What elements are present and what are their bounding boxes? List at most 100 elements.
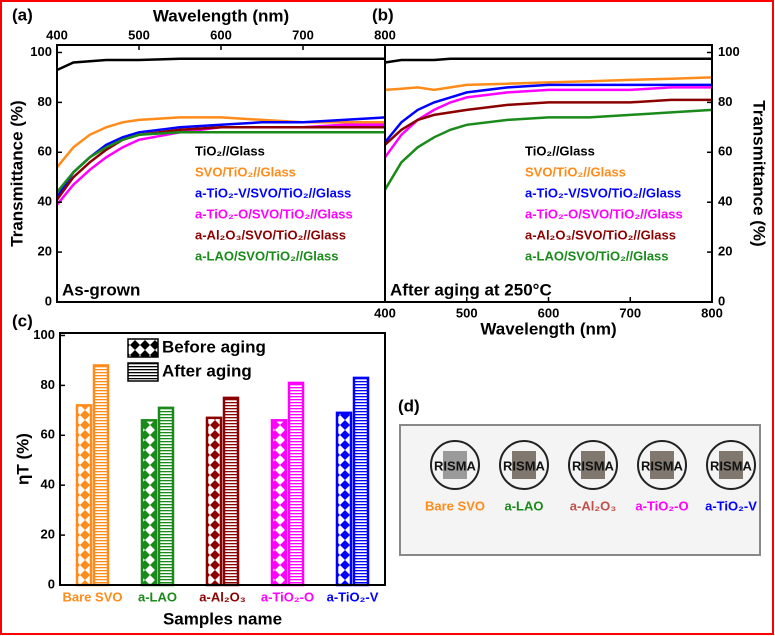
annotation: After aging at 250°C xyxy=(390,280,552,299)
panel-label: (c) xyxy=(12,311,33,330)
legend-entry: a-LAO/SVO/TiO₂//Glass xyxy=(195,248,339,263)
x-tick-label: a-TiO₂-V xyxy=(327,589,379,604)
y-tick-label: 0 xyxy=(48,576,55,591)
y-tick-label: 80 xyxy=(718,94,732,109)
logo-ring xyxy=(499,440,549,490)
legend-entry: a-TiO₂-V/SVO/TiO₂//Glass xyxy=(195,185,351,200)
legend-entry: a-LAO/SVO/TiO₂//Glass xyxy=(525,248,669,263)
y-tick-label: 20 xyxy=(718,244,732,259)
y-tick-label: 80 xyxy=(38,94,52,109)
x-tick-label: 800 xyxy=(374,27,396,42)
x-tick-label: a-TiO₂-O xyxy=(261,589,314,604)
y-tick-label: 20 xyxy=(41,527,55,542)
logo-ring xyxy=(430,440,480,490)
sample-label: a-TiO₂-O xyxy=(635,498,688,513)
x-axis-label: Wavelength (nm) xyxy=(153,6,289,25)
x-tick-label: Bare SVO xyxy=(63,589,123,604)
legend-entry: a-TiO₂-O/SVO/TiO₂//Glass xyxy=(525,206,683,221)
y-tick-label: 100 xyxy=(30,44,52,59)
sample-film xyxy=(512,451,536,479)
x-tick-label: 600 xyxy=(210,27,232,42)
panel-label: (a) xyxy=(12,5,33,24)
series-line xyxy=(384,76,713,92)
series-line xyxy=(384,98,712,146)
bar xyxy=(75,404,93,587)
bar xyxy=(205,416,223,587)
sample-film xyxy=(443,451,467,479)
x-tick-label: 400 xyxy=(374,305,396,320)
sample-film xyxy=(719,451,743,479)
series-line xyxy=(56,131,385,193)
y-tick-label: 60 xyxy=(38,144,52,159)
legend-entry: TiO₂//Glass xyxy=(525,143,595,158)
y-tick-label: 60 xyxy=(718,144,732,159)
legend-swatch xyxy=(127,362,159,382)
legend-entry: After aging xyxy=(162,361,252,380)
x-tick-label: 500 xyxy=(456,305,478,320)
x-axis-label: Samples name xyxy=(163,609,282,628)
logo-text: RISMA xyxy=(641,458,684,473)
logo-text: RISMA xyxy=(434,458,477,473)
sample-film xyxy=(581,451,605,479)
logo-text: RISMA xyxy=(710,458,753,473)
y-tick-label: 60 xyxy=(41,427,55,442)
sample-label: a-TiO₂-V xyxy=(705,498,757,513)
legend-entry: Before aging xyxy=(162,337,266,356)
x-tick-label: 400 xyxy=(46,27,68,42)
y-axis-label: ηT (%) xyxy=(13,433,32,485)
y-tick-label: 100 xyxy=(33,327,55,342)
bar xyxy=(270,419,288,587)
y-tick-label: 0 xyxy=(718,293,725,308)
sample-label: a-Al₂O₃ xyxy=(570,498,616,513)
logo-ring xyxy=(706,440,756,490)
annotation: As-grown xyxy=(62,280,140,299)
bar xyxy=(157,406,175,587)
series-line xyxy=(384,83,712,144)
series-line xyxy=(383,108,713,191)
legend-entry: TiO₂//Glass xyxy=(195,143,265,158)
legend-entry: a-Al₂O₃/SVO/TiO₂//Glass xyxy=(195,227,346,242)
bar xyxy=(92,364,110,587)
bar xyxy=(335,411,353,587)
series-line xyxy=(384,57,712,64)
legend-entry: a-TiO₂-V/SVO/TiO₂//Glass xyxy=(525,185,681,200)
legend-entry: SVO/TiO₂//Glass xyxy=(195,164,296,179)
x-tick-label: a-LAO xyxy=(138,589,177,604)
x-tick-label: 800 xyxy=(701,305,723,320)
legend-entry: a-Al₂O₃/SVO/TiO₂//Glass xyxy=(525,227,676,242)
bar xyxy=(352,376,370,587)
logo-ring xyxy=(568,440,618,490)
x-tick-label: 700 xyxy=(292,27,314,42)
y-tick-label: 20 xyxy=(38,244,52,259)
y-tick-label: 100 xyxy=(718,44,740,59)
bar xyxy=(140,419,158,587)
sample-label: Bare SVO xyxy=(425,498,485,513)
plot-frame xyxy=(59,332,386,586)
series-line xyxy=(56,57,385,72)
y-tick-label: 40 xyxy=(41,477,55,492)
legend-swatch xyxy=(127,338,159,358)
legend-entry: a-TiO₂-O/SVO/TiO₂//Glass xyxy=(195,206,353,221)
x-tick-label: 700 xyxy=(619,305,641,320)
x-tick-label: 600 xyxy=(538,305,560,320)
bar xyxy=(222,396,240,587)
logo-ring xyxy=(637,440,687,490)
y-tick-label: 80 xyxy=(41,377,55,392)
x-tick-label: 500 xyxy=(128,27,150,42)
x-tick-label: a-Al₂O₃ xyxy=(199,589,245,604)
y-tick-label: 40 xyxy=(718,194,732,209)
logo-text: RISMA xyxy=(572,458,615,473)
y-axis-label: Transmittance (%) xyxy=(7,100,26,246)
legend-entry: SVO/TiO₂//Glass xyxy=(525,164,626,179)
logo-text: RISMA xyxy=(503,458,546,473)
panel-label: (b) xyxy=(372,5,394,24)
bar xyxy=(287,381,305,587)
y-axis-label: Transmittance (%) xyxy=(750,100,769,246)
y-tick-label: 0 xyxy=(45,293,52,308)
sample-film xyxy=(650,451,674,479)
x-axis-label: Wavelength (nm) xyxy=(480,319,616,338)
panel-label: (d) xyxy=(398,396,420,415)
sample-label: a-LAO xyxy=(505,498,544,513)
